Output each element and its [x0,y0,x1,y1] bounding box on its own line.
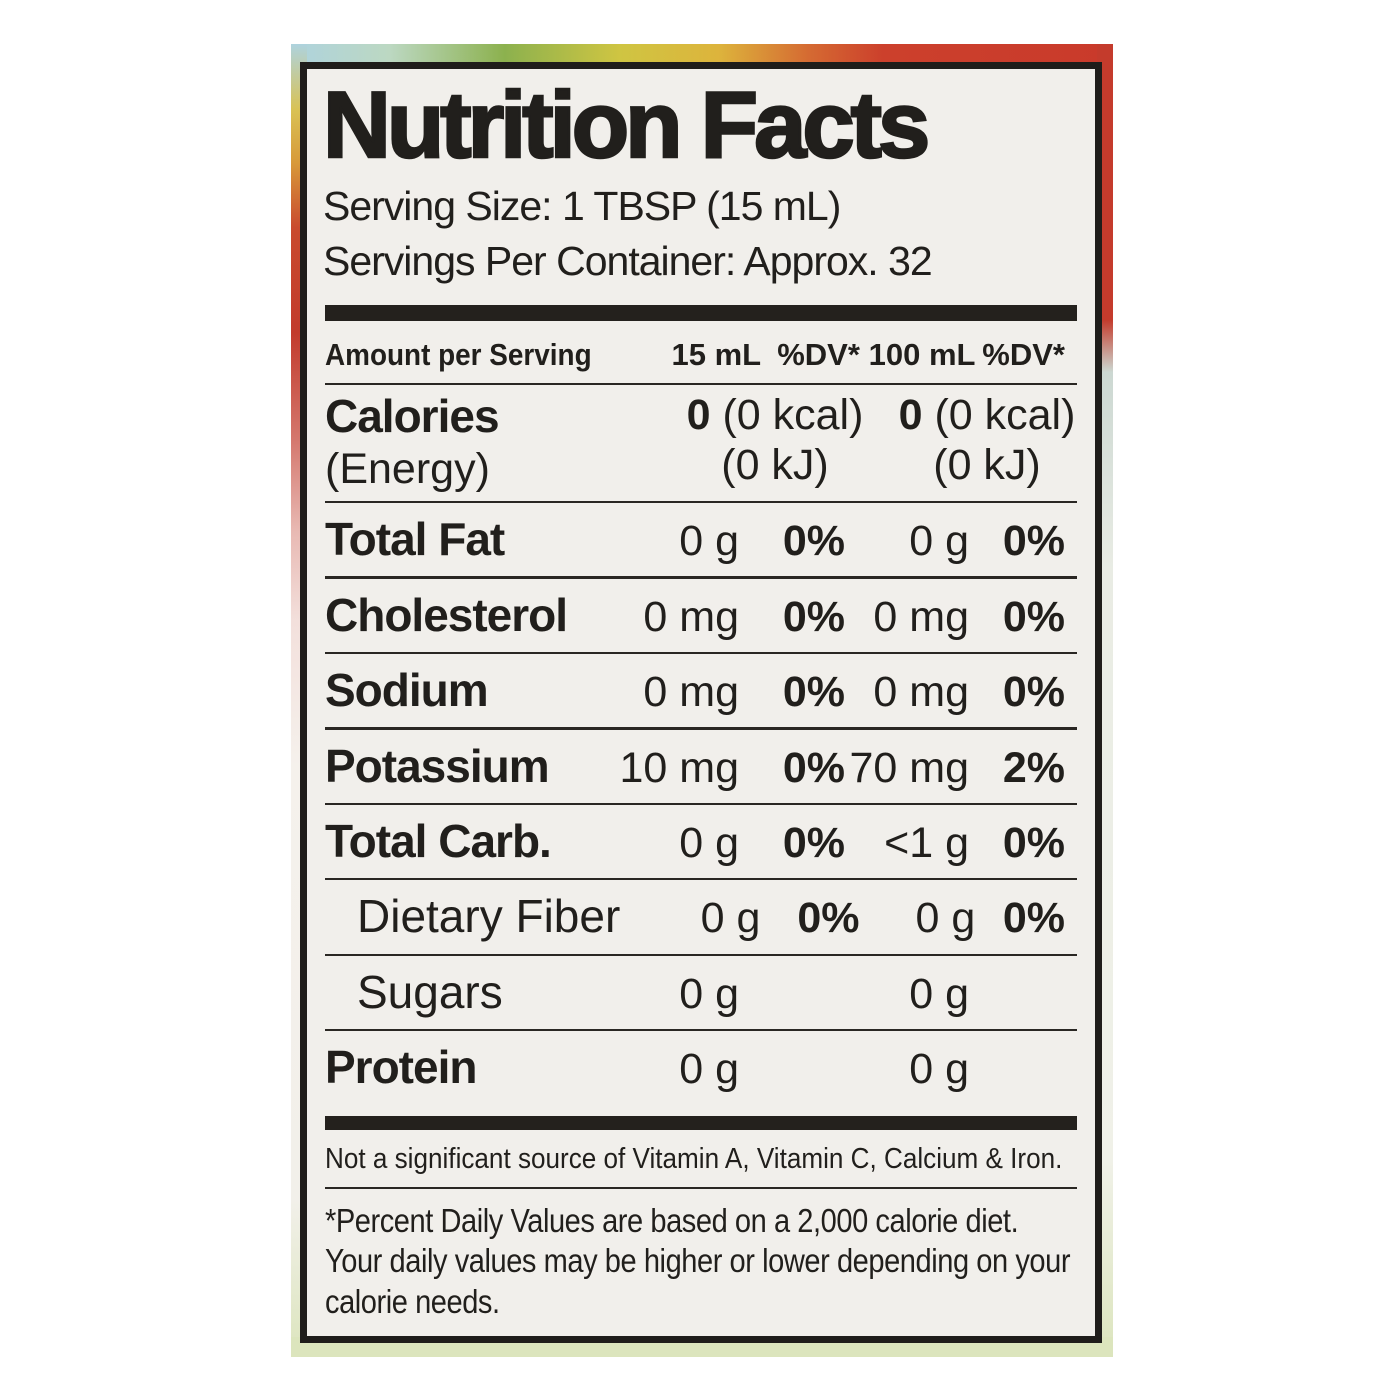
header-amount-per-serving-text: Amount per Serving [325,336,592,372]
calories-per-100-kcal: (0 kcal) [934,391,1076,440]
calories-per-serving-kj: (0 kJ) [721,440,829,489]
product-packaging-photo: Nutrition Facts Serving Size: 1 TBSP (15… [291,44,1113,1357]
nutrient-name: Potassium [325,739,550,792]
row-sodium: Sodium 0 mg 0% 0 mg 0% [323,654,1079,727]
nutrient-name: Sugars [357,965,503,1018]
servings-per-container-text: Servings Per Container: Approx. 32 [323,238,933,285]
calories-per-100: 0 (0 kcal) (0 kJ) [895,391,1079,490]
table-header-row: Amount per Serving 15 mL %DV* 100 mL %DV… [323,333,1079,383]
label-title: Nutrition Facts [322,72,932,177]
dv-per-serving: 0% [782,668,845,717]
divider [325,802,1077,805]
value-per-100: 0 g [909,517,969,566]
divider [325,953,1077,956]
thick-divider-bottom [325,1116,1077,1131]
value-per-serving: 0 mg [643,668,739,717]
nutrition-facts-label: Nutrition Facts Serving Size: 1 TBSP (15… [300,62,1102,1343]
dv-per-100: 0% [1002,668,1065,717]
value-per-serving: 0 mg [643,592,739,641]
row-protein: Protein 0 g 0 g [323,1031,1079,1104]
calories-per-serving: 0 (0 kcal) (0 kJ) [655,391,895,490]
row-total-carb: Total Carb. 0 g 0% <1 g 0% [323,805,1079,878]
serving-size-text: Serving Size: 1 TBSP (15 mL) [323,182,841,229]
value-per-serving: 0 g [700,894,761,943]
nutrient-name: Protein [325,1041,477,1094]
row-potassium: Potassium 10 mg 0% 70 mg 2% [323,730,1079,803]
header-dv-per-100: %DV* [982,336,1065,372]
calories-per-serving-value: 0 [686,391,711,440]
header-amount-per-serving: Amount per Serving [325,337,621,373]
value-per-serving: 0 g [679,818,739,867]
divider [325,878,1077,881]
calories-name: Calories (Energy) [325,391,655,493]
dv-per-serving: 0% [782,743,845,792]
value-per-100: 0 mg [873,592,969,641]
divider [325,1186,1077,1190]
divider [325,500,1077,504]
divider [325,576,1077,579]
header-per-serving: 15 mL [671,336,762,372]
value-per-serving: 0 g [679,1045,739,1094]
calories-qualifier: (Energy) [325,444,490,493]
header-dv-per-serving: %DV* [777,336,860,372]
dv-per-serving: 0% [782,517,845,566]
daily-values-footnote-text: *Percent Daily Values are based on a 2,0… [325,1202,1071,1320]
nutrient-name: Dietary Fiber [357,890,621,943]
row-calories: Calories (Energy) 0 (0 kcal) (0 kJ) 0 (0… [323,385,1079,501]
value-per-100: 70 mg [849,743,969,792]
value-per-100: 0 mg [873,668,969,717]
row-dietary-fiber: Dietary Fiber 0 g 0% 0 g 0% [323,880,1079,953]
not-significant-text: Not a significant source of Vitamin A, V… [325,1143,1063,1176]
dv-per-100: 0% [1002,592,1065,641]
value-per-serving: 0 g [679,969,739,1018]
nutrient-name: Cholesterol [325,588,568,641]
divider [325,382,1077,386]
value-per-100: <1 g [884,818,969,867]
dv-per-serving: 0% [782,818,845,867]
calories-per-serving-kcal: (0 kcal) [722,391,864,440]
dv-per-serving: 0% [782,592,845,641]
nutrient-name: Total Fat [325,513,505,566]
dv-per-serving: 0% [797,894,860,943]
dv-per-100: 2% [1002,743,1065,792]
dv-per-100: 0% [1002,894,1065,943]
not-significant-note: Not a significant source of Vitamin A, V… [325,1142,1079,1177]
calories-per-100-value: 0 [898,391,923,440]
header-per-100: 100 mL [868,336,976,372]
divider [325,727,1077,730]
row-total-fat: Total Fat 0 g 0% 0 g 0% [323,503,1079,576]
row-sugars: Sugars 0 g 0 g [323,956,1079,1029]
value-per-100: 0 g [909,1045,969,1094]
row-cholesterol: Cholesterol 0 mg 0% 0 mg 0% [323,579,1079,652]
thick-divider-top [325,305,1077,321]
value-per-serving: 0 g [679,517,739,566]
divider [325,651,1077,655]
nutrient-name: Total Carb. [325,814,552,867]
value-per-100: 0 g [909,969,969,1018]
calories-per-100-line1: 0 (0 kcal) [895,391,1079,440]
calories-per-100-kj: (0 kJ) [933,440,1041,489]
dv-per-100: 0% [1002,818,1065,867]
calories-label: Calories [325,390,500,443]
divider [325,1028,1077,1032]
value-per-serving: 10 mg [619,743,739,792]
calories-per-serving-line1: 0 (0 kcal) [655,391,895,440]
dv-per-100: 0% [1002,517,1065,566]
value-per-100: 0 g [915,894,976,943]
daily-values-footnote: *Percent Daily Values are based on a 2,0… [325,1201,1079,1322]
nutrient-name: Sodium [325,664,489,717]
